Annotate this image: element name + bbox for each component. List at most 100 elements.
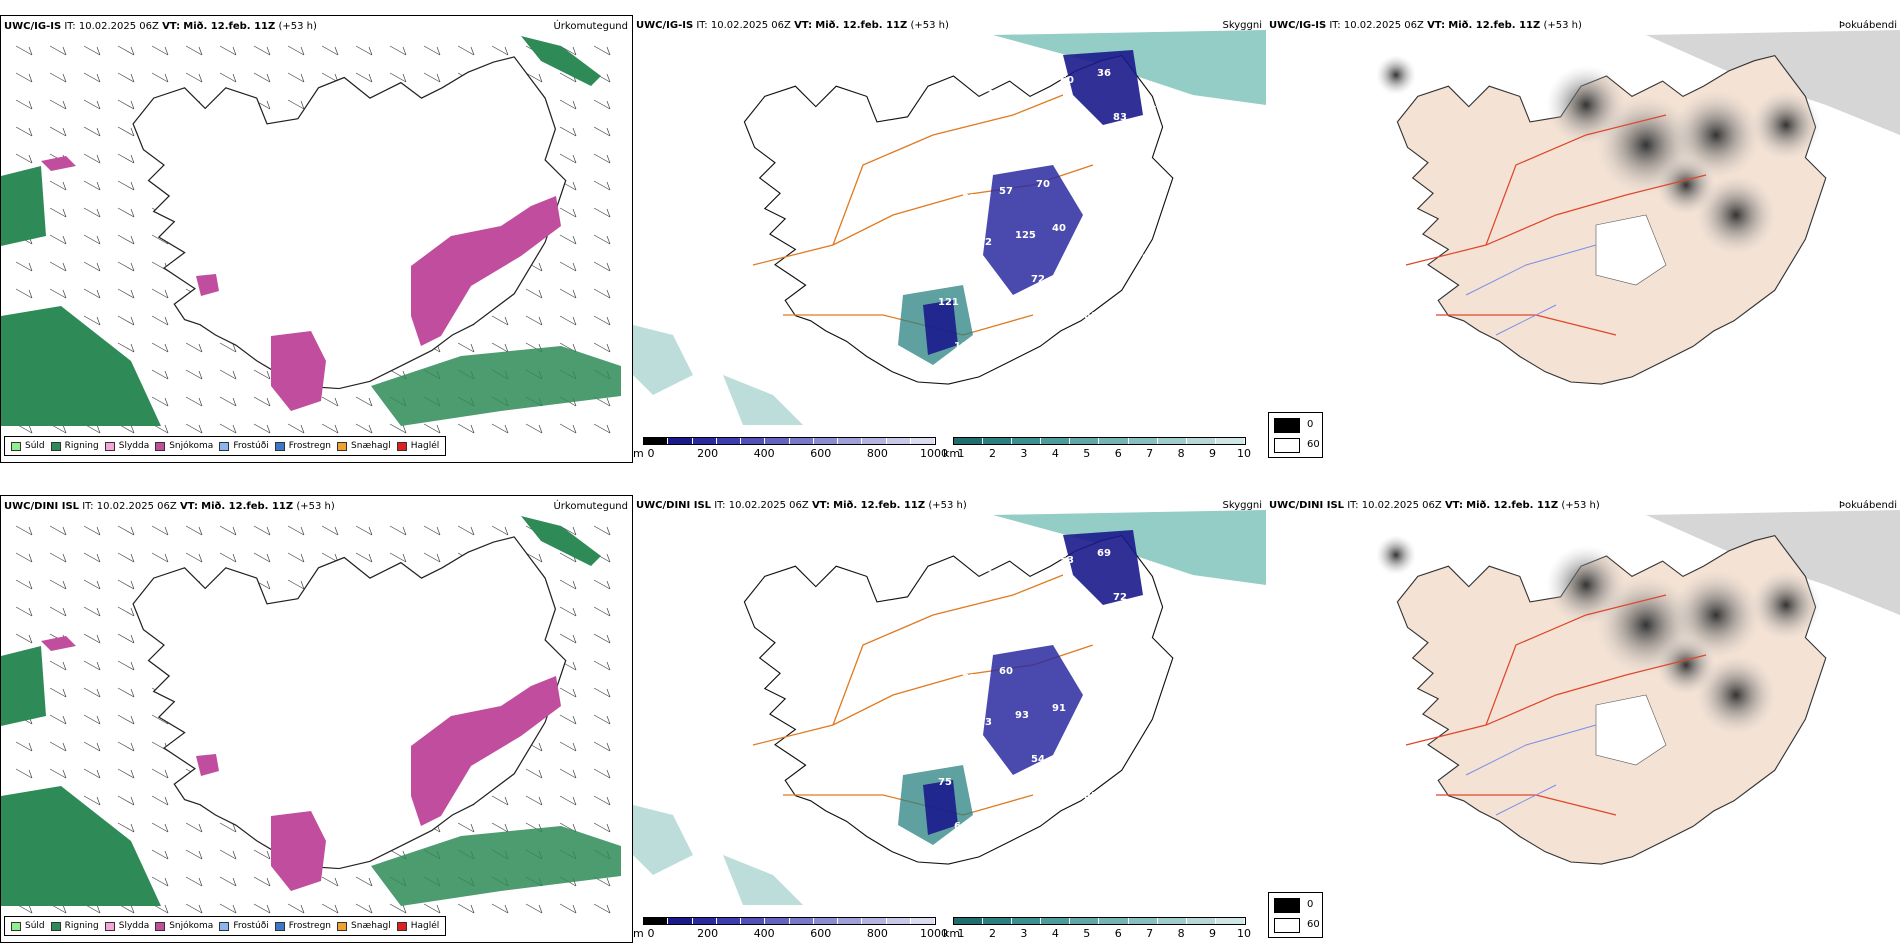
panel-title: Skyggni <box>1222 500 1262 511</box>
visibility-value-label: 15 <box>1007 858 1021 869</box>
colorbar-segment <box>954 438 984 444</box>
precip-legend-swatch <box>104 441 115 451</box>
colorbar-tick-label: 4 <box>1051 447 1059 460</box>
colorbar-tick-label: 9 <box>1209 927 1217 940</box>
colorbar-tick-label: 9 <box>1209 447 1217 460</box>
colorbar-segment <box>644 438 669 444</box>
colorbar-tick-label: 400 <box>753 447 775 460</box>
visibility-value-label: 75 <box>938 777 952 788</box>
precip-legend-label: Snjókoma <box>169 921 214 931</box>
precip-legend-swatch <box>396 921 407 931</box>
precip-legend-item: Frostregn <box>274 921 331 931</box>
visibility-value-label: 59 <box>962 193 976 204</box>
colorbar-segment <box>813 438 838 444</box>
colorbar-unit: km <box>943 927 961 940</box>
colorbar-tick-label: 0 <box>647 927 655 940</box>
precip-legend-swatch <box>274 921 285 931</box>
precip-legend-label: Rigning <box>64 441 99 451</box>
fog-legend-swatch-60 <box>1274 918 1300 933</box>
visibility-value-label: 45 <box>1068 267 1082 278</box>
colorbar-segment <box>765 438 790 444</box>
visibility-value-label: 73 <box>991 334 1005 345</box>
colorbar-tick-label: 800 <box>866 927 888 940</box>
colorbar-tick-label: 6 <box>1114 447 1122 460</box>
colorbar-tick-label: 8 <box>1177 447 1185 460</box>
panel-title: Úrkomutegund <box>553 21 628 32</box>
fog-legend-label-0: 0 <box>1307 419 1314 430</box>
visibility-value-label: 61 <box>1084 311 1098 322</box>
colorbar-segment <box>813 918 838 924</box>
precip-legend: Súld Rigning Slydda Snjókoma Frostúði Frostre… <box>4 916 447 936</box>
low-visibility-areas <box>898 50 1143 365</box>
fog-index-shading <box>1376 55 1821 286</box>
visibility-value-label: 64 <box>954 821 968 832</box>
colorbar-segment <box>644 918 669 924</box>
precip-legend-swatch <box>219 921 230 931</box>
visibility-value-label: 130 <box>933 532 954 543</box>
precip-legend-item: Súld <box>11 921 45 931</box>
colorbar-segment <box>668 918 693 924</box>
precip-legend-item: Slydda <box>104 921 149 931</box>
visibility-value-label: 34 <box>1039 606 1053 617</box>
visibility-value-label: 36 <box>1097 68 1111 79</box>
colorbar-unit: m <box>633 447 644 460</box>
colorbar-tick-label: 2 <box>988 927 996 940</box>
visibility-value-label: 80 <box>1142 253 1156 264</box>
precip-type-panel-row1: UWC/IG-IS IT: 10.02.2025 06Z VT: Mið. 12… <box>0 15 633 463</box>
colorbar-tick-label: 7 <box>1146 927 1154 940</box>
visibility-value-label: 166 <box>933 52 954 63</box>
colorbar-segment <box>1157 438 1187 444</box>
colorbar-segment <box>789 438 814 444</box>
visibility-value-label: 73 <box>978 717 992 728</box>
precip-legend: Súld Rigning Slydda Snjókoma Frostúði Frostre… <box>4 436 447 456</box>
precip-legend-item: Snæhagl <box>337 441 391 451</box>
colorbar-segment <box>741 918 766 924</box>
panel-header: UWC/IG-IS IT: 10.02.2025 06Z VT: Mið. 12… <box>4 21 317 32</box>
visibility-value-label: 40 <box>1052 223 1066 234</box>
colorbar-segment <box>886 438 911 444</box>
colorbar-strip <box>953 917 1246 925</box>
colorbar-km: km 1 2 3 4 5 6 7 8 9 10 <box>943 437 1251 463</box>
colorbar-tick-label: 8 <box>1177 927 1185 940</box>
colorbar-tick-label: 600 <box>810 447 832 460</box>
visibility-value-label: 107 <box>1044 371 1065 382</box>
precip-legend-label: Slydda <box>118 441 150 451</box>
colorbar-segment <box>1070 918 1100 924</box>
visibility-value-label: 26 <box>1105 260 1119 271</box>
colorbar-strip <box>953 437 1246 445</box>
panel-title: Skyggni <box>1222 20 1262 31</box>
visibility-value-label: 63 <box>1129 636 1143 647</box>
visibility-value-label: 340 <box>986 569 1007 580</box>
visibility-value-label: 91 <box>1052 703 1066 714</box>
fog-map <box>1376 510 1900 865</box>
precip-legend-swatch <box>155 441 166 451</box>
panel-header: UWC/DINI ISL IT: 10.02.2025 06Z VT: Mið.… <box>1269 500 1600 511</box>
precip-type-map <box>1 516 621 914</box>
precip-legend-label: Haglél <box>410 441 440 451</box>
precip-legend-label: Snæhagl <box>351 921 391 931</box>
precip-legend-swatch <box>50 921 61 931</box>
road-network <box>1405 114 1707 336</box>
visibility-value-label: 75 <box>1092 643 1106 654</box>
visibility-value-label: 92 <box>970 865 984 876</box>
iceland-outline <box>743 534 1174 865</box>
colorbar-segment <box>910 918 935 924</box>
colorbar-tick-label: 5 <box>1083 927 1091 940</box>
panel-title: Úrkomutegund <box>553 501 628 512</box>
visibility-value-label: 53 <box>1060 555 1074 566</box>
colorbar-segment <box>765 918 790 924</box>
colorbar-segment <box>838 918 863 924</box>
precip-legend-label: Snæhagl <box>351 441 391 451</box>
iceland-outline <box>132 536 567 870</box>
colorbar-tick-label: 0 <box>647 447 655 460</box>
visibility-value-label: 79 <box>986 89 1000 100</box>
colorbar-segment <box>1012 438 1042 444</box>
visibility-value-label: 61 <box>1089 216 1103 227</box>
visibility-value-label: 63 <box>1092 163 1106 174</box>
fog-index-shading <box>1376 535 1821 766</box>
colorbar-segment <box>1186 918 1216 924</box>
visibility-value-label: 89 <box>946 629 960 640</box>
colorbar-segment <box>1128 918 1158 924</box>
visibility-map: 166 79 130 63 63 72 72 61 63 89 103 90 61 59 125 45 89 10… <box>633 30 1266 425</box>
precip-legend-item: Haglél <box>396 441 440 451</box>
